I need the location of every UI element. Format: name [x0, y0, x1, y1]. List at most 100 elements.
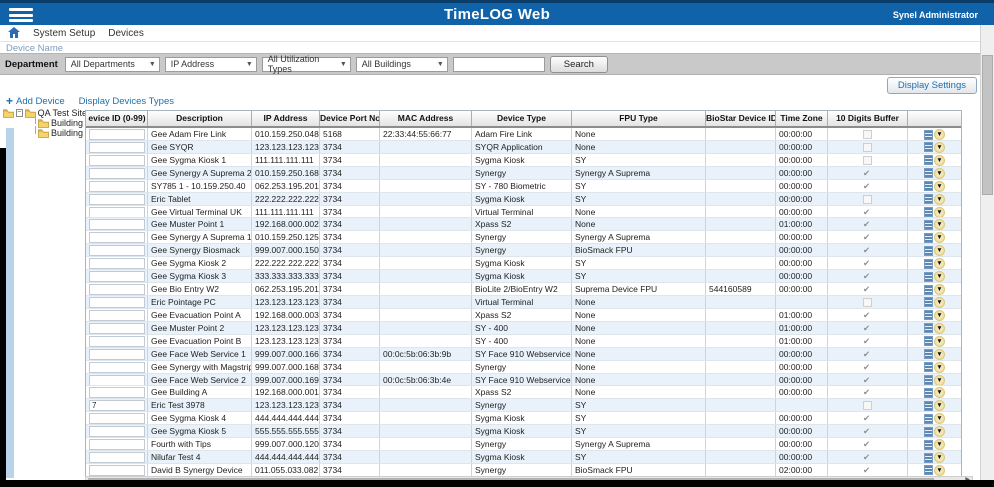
buffer-checkbox[interactable]: [863, 244, 872, 256]
buffer-checkbox[interactable]: [863, 231, 872, 243]
table-row[interactable]: Nilufar Test 4 444.444.444.444 3734 Sygm…: [86, 451, 961, 464]
device-id-input[interactable]: [89, 335, 145, 347]
row-menu-button[interactable]: ▼: [924, 284, 945, 295]
column-header-mac-address[interactable]: MAC Address: [380, 111, 472, 126]
table-row[interactable]: Gee Sygma Kiosk 3 333.333.333.333 3734 S…: [86, 270, 961, 284]
tree-collapse-icon[interactable]: −: [16, 109, 23, 117]
table-row[interactable]: Gee Sygma Kiosk 4 444.444.444.444 3734 S…: [86, 412, 961, 426]
device-id-input[interactable]: [89, 322, 145, 334]
tree-node-building-b[interactable]: Building B: [35, 126, 92, 138]
buffer-checkbox[interactable]: [863, 206, 872, 218]
device-id-input[interactable]: [89, 180, 145, 192]
buffer-checkbox[interactable]: [863, 283, 872, 295]
row-menu-button[interactable]: ▼: [924, 245, 945, 257]
table-row[interactable]: Gee Synergy A Suprema 2 010.159.250.168 …: [86, 166, 961, 180]
column-header-device-port[interactable]: Device Port No: [320, 111, 380, 126]
row-menu-button[interactable]: ▼: [924, 348, 945, 360]
ip-address-dropdown[interactable]: IP Address ▼: [164, 56, 257, 72]
table-row[interactable]: Gee Evacuation Point B 123.123.123.123 3…: [86, 334, 961, 348]
buffer-checkbox[interactable]: [863, 401, 872, 411]
breadcrumb-system-setup[interactable]: System Setup: [33, 27, 96, 39]
table-row[interactable]: Gee Face Web Service 2 999.007.000.169 3…: [86, 373, 961, 387]
table-row[interactable]: Gee Sygma Kiosk 1 111.111.111.111 3734 S…: [86, 153, 961, 167]
row-menu-button[interactable]: ▼: [924, 439, 945, 451]
column-header-ip-address[interactable]: IP Address: [252, 111, 320, 126]
buildings-dropdown[interactable]: All Buildings ▼: [355, 56, 448, 72]
table-row[interactable]: Gee Bio Entry W2 062.253.195.201 3734 Bi…: [86, 283, 961, 296]
buffer-checkbox[interactable]: [863, 361, 872, 373]
buffer-checkbox[interactable]: [863, 464, 872, 476]
table-row[interactable]: Gee Synergy A Suprema 1 010.159.250.125 …: [86, 231, 961, 245]
buffer-checkbox[interactable]: [863, 142, 872, 152]
table-row[interactable]: Gee Virtual Terminal UK 111.111.111.111 …: [86, 205, 961, 219]
buffer-checkbox[interactable]: [863, 335, 872, 347]
device-id-input[interactable]: [89, 387, 145, 399]
buffer-checkbox[interactable]: [863, 194, 872, 204]
device-id-input[interactable]: [89, 452, 145, 463]
table-row[interactable]: Gee Sygma Kiosk 5 555.555.555.555 3734 S…: [86, 425, 961, 439]
row-menu-button[interactable]: ▼: [924, 296, 945, 308]
buffer-checkbox[interactable]: [863, 348, 872, 360]
column-header-description[interactable]: Description: [148, 111, 252, 126]
row-menu-button[interactable]: ▼: [924, 452, 945, 463]
device-id-input[interactable]: [89, 258, 145, 270]
device-id-input[interactable]: [89, 361, 145, 373]
device-id-input[interactable]: [89, 348, 145, 360]
buffer-checkbox[interactable]: [863, 322, 872, 334]
hamburger-menu-icon[interactable]: [9, 8, 33, 22]
device-id-input[interactable]: [89, 232, 145, 244]
tree-node-building-a[interactable]: Building A: [35, 116, 91, 128]
departments-dropdown[interactable]: All Departments ▼: [64, 56, 160, 72]
device-id-input[interactable]: [89, 154, 145, 166]
device-id-input[interactable]: [89, 245, 145, 257]
row-menu-button[interactable]: ▼: [924, 387, 945, 399]
device-id-input[interactable]: [89, 129, 145, 140]
row-menu-button[interactable]: ▼: [924, 400, 945, 412]
row-menu-button[interactable]: ▼: [924, 464, 945, 476]
table-row[interactable]: Gee Sygma Kiosk 2 222.222.222.222 3734 S…: [86, 257, 961, 271]
row-menu-button[interactable]: ▼: [924, 374, 945, 386]
table-row[interactable]: Gee Evacuation Point A 192.168.000.003 3…: [86, 308, 961, 322]
device-id-input[interactable]: [89, 167, 145, 179]
buffer-checkbox[interactable]: [863, 309, 872, 321]
buffer-checkbox[interactable]: [863, 180, 872, 192]
row-menu-button[interactable]: ▼: [924, 193, 945, 205]
search-input[interactable]: [452, 56, 545, 72]
buffer-checkbox[interactable]: [863, 425, 872, 437]
device-id-input[interactable]: 7: [89, 400, 145, 412]
breadcrumb-devices[interactable]: Devices: [108, 27, 144, 39]
display-devices-types-link[interactable]: Display Devices Types: [78, 96, 174, 107]
buffer-checkbox[interactable]: [863, 438, 872, 450]
table-row[interactable]: David B Synergy Device 011.055.033.082 3…: [86, 463, 961, 477]
device-id-input[interactable]: [89, 296, 145, 308]
buffer-checkbox[interactable]: [863, 130, 872, 139]
row-menu-button[interactable]: ▼: [924, 335, 945, 347]
buffer-checkbox[interactable]: [863, 412, 872, 424]
row-menu-button[interactable]: ▼: [924, 413, 945, 425]
vertical-scrollbar[interactable]: [980, 25, 994, 480]
buffer-checkbox[interactable]: [863, 386, 872, 398]
column-header-device-id[interactable]: evice ID (0-99): [86, 111, 148, 126]
row-menu-button[interactable]: ▼: [924, 206, 945, 218]
vertical-scrollbar-thumb[interactable]: [982, 55, 993, 195]
table-row[interactable]: Gee Muster Point 2 123.123.123.123 3734 …: [86, 321, 961, 335]
row-menu-button[interactable]: ▼: [924, 309, 945, 321]
column-header-device-type[interactable]: Device Type: [472, 111, 572, 126]
buffer-checkbox[interactable]: [863, 270, 872, 282]
row-menu-button[interactable]: ▼: [924, 361, 945, 373]
buffer-checkbox[interactable]: [863, 374, 872, 386]
row-menu-button[interactable]: ▼: [924, 167, 945, 179]
row-menu-button[interactable]: ▼: [924, 154, 945, 166]
table-row[interactable]: Gee Muster Point 1 192.168.000.002 3734 …: [86, 218, 961, 232]
buffer-checkbox[interactable]: [863, 218, 872, 230]
add-device-link[interactable]: + Add Device: [6, 94, 65, 108]
search-button[interactable]: Search: [549, 55, 608, 73]
device-id-input[interactable]: [89, 374, 145, 386]
column-header-10-digits-buffer[interactable]: 10 Digits Buffer: [828, 111, 908, 126]
device-id-input[interactable]: [89, 464, 145, 476]
row-menu-button[interactable]: ▼: [924, 129, 945, 140]
table-row[interactable]: Gee Adam Fire Link 010.159.250.048 5168 …: [86, 128, 961, 141]
table-row[interactable]: Gee Synergy with Magstrip 999.007.000.16…: [86, 360, 961, 374]
buffer-checkbox[interactable]: [863, 155, 872, 165]
table-row[interactable]: Eric Tablet 222.222.222.222 3734 Sygma K…: [86, 192, 961, 206]
